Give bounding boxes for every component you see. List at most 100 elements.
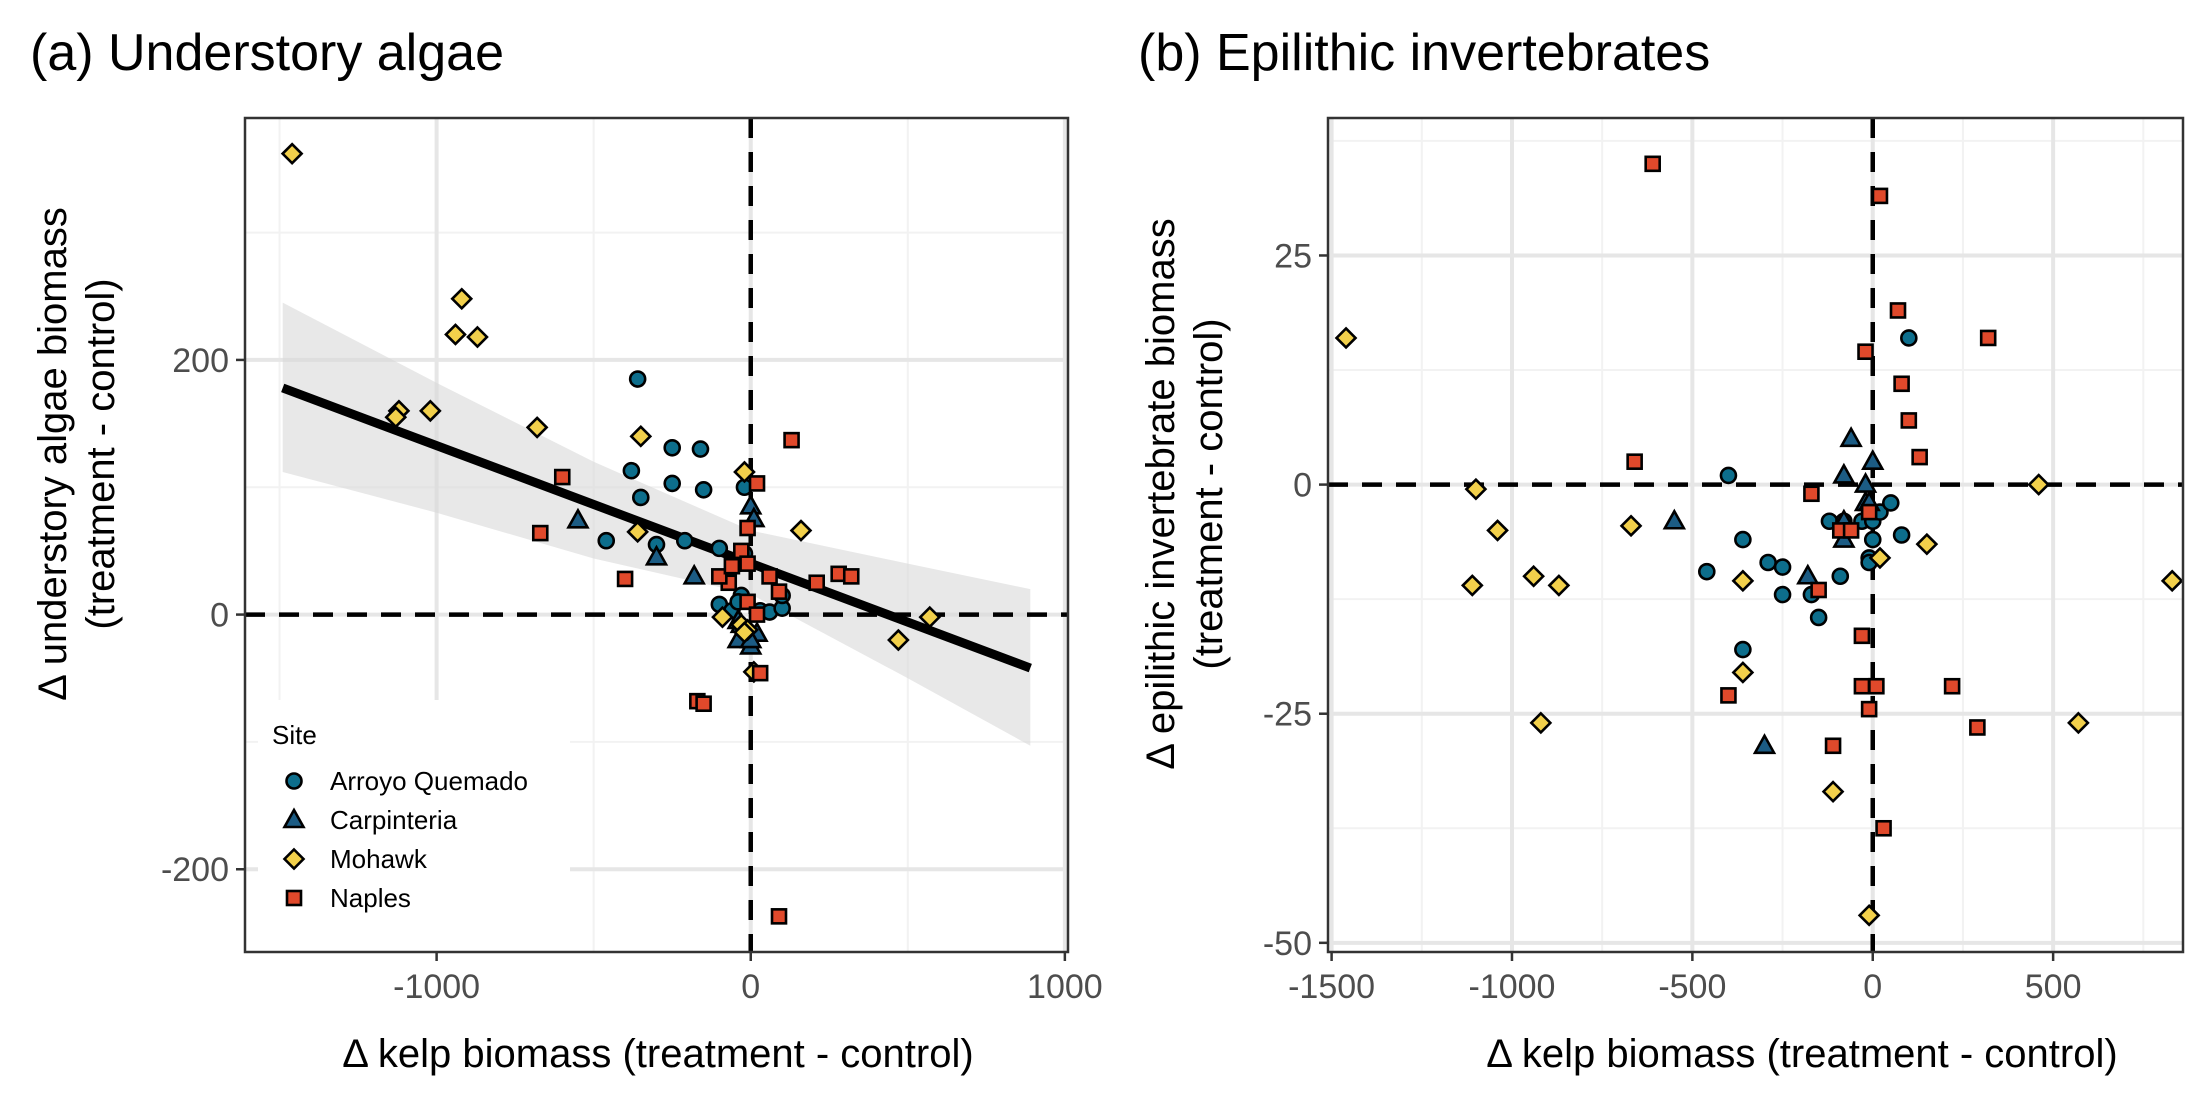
legend-key-arroyo-quemado	[285, 772, 303, 790]
panel-a-x-axis-label: Δ kelp biomass (treatment - control)	[342, 1032, 973, 1076]
panel-b-point-naples	[1644, 155, 1661, 173]
panel-b-point-naples	[1893, 375, 1910, 393]
legend-keys	[282, 772, 306, 907]
panel-a-title: (a) Understory algae	[30, 24, 504, 82]
panel-b-point-naples	[1860, 503, 1878, 521]
panel-b-point-arroyo-quemado	[1863, 530, 1882, 549]
panel-a-x-tick-label: -1000	[393, 968, 480, 1006]
panel-a-point-arroyo-quemado	[622, 461, 641, 480]
panel-a-point-arroyo-quemado	[675, 531, 694, 550]
panel-b-point-arroyo-quemado	[1881, 494, 1900, 512]
panel-b-point-naples	[1871, 187, 1889, 205]
panel-b-point-carpinteria	[1796, 563, 1820, 585]
panel-b-point-naples	[1857, 343, 1874, 361]
panel-b-point-naples	[1842, 522, 1860, 539]
panel-b-point-naples	[1853, 677, 1871, 695]
panel-a-point-arroyo-quemado	[628, 370, 647, 388]
legend-background	[258, 700, 570, 952]
panel-b-y-tick-label: -25	[1263, 696, 1312, 734]
panel-b-point-mohawk	[1522, 564, 1545, 588]
panel-b-point-arroyo-quemado	[1773, 585, 1792, 604]
legend-label-carpinteria: Carpinteria	[330, 805, 458, 835]
panel-a-point-naples	[531, 524, 549, 542]
panel-b-y-tick-label: 25	[1274, 237, 1312, 275]
panel-b-y-tick-label: 0	[1293, 467, 1312, 505]
panel-b-point-carpinteria	[1839, 426, 1863, 448]
panel-b-point-carpinteria	[1662, 508, 1687, 530]
panel-b-point-arroyo-quemado	[1734, 530, 1752, 549]
legend: Site Arroyo Quemado Carpinteria Mohawk N…	[272, 720, 528, 913]
panel-b-point-naples	[1860, 700, 1878, 718]
panel-a-x-tick-label: 1000	[1027, 968, 1103, 1006]
panel-b-point-naples	[1868, 677, 1885, 695]
panel-b-point-naples	[1875, 819, 1892, 837]
panel-b-point-arroyo-quemado	[1900, 329, 1918, 347]
panel-b-point-naples	[1943, 677, 1961, 695]
panel-a-point-naples	[695, 695, 712, 713]
panel-a-y-axis-label-line2: (treatment - control)	[79, 278, 123, 629]
panel-b-x-tick-label: -1500	[1288, 968, 1375, 1006]
panel-a-point-naples	[739, 519, 756, 537]
panel-b-plot-area: -1500 -1000 -500 0 500 -50 -25 0 25	[1263, 116, 2185, 1006]
panel-b-point-mohawk	[1464, 477, 1488, 501]
panel-b-point-mohawk	[1915, 532, 1939, 556]
panel-b-point-arroyo-quemado	[1697, 562, 1716, 581]
panel-a-regression-line	[281, 383, 1032, 673]
panel-a-point-arroyo-quemado	[691, 440, 710, 458]
panel-a-point-mohawk	[733, 621, 756, 644]
panel-b-point-mohawk	[1547, 574, 1571, 597]
legend-label-arroyo-quemado: Arroyo Quemado	[330, 766, 528, 796]
panel-b-point-mohawk	[1857, 904, 1881, 927]
panel-b-point-mohawk	[1731, 661, 1755, 684]
panel-b-point-naples	[1626, 453, 1643, 470]
panel-b-epilithic-invertebrates: (b) Epilithic invertebrates -1500 -1000 -5…	[1138, 24, 2185, 1076]
panel-a-point-naples	[770, 908, 788, 925]
panel-a-point-naples	[616, 570, 634, 588]
panel-a-point-naples	[739, 555, 756, 572]
legend-label-naples: Naples	[330, 883, 411, 913]
panel-b-point-mohawk	[2160, 569, 2184, 593]
legend-key-mohawk	[282, 847, 306, 871]
panel-b-y-tick-label: -50	[1263, 925, 1312, 963]
panel-a-point-carpinteria	[644, 544, 669, 566]
panel-a-point-naples	[842, 568, 860, 585]
panel-b-x-tick-label: 0	[1863, 968, 1882, 1006]
panel-a-point-arroyo-quemado	[663, 438, 682, 457]
panel-a-point-mohawk	[918, 605, 942, 629]
panel-b-point-mohawk	[1486, 519, 1509, 542]
panel-b-point-arroyo-quemado	[1719, 466, 1738, 485]
panel-b-point-naples	[1969, 719, 1986, 736]
panel-a-point-naples	[761, 568, 778, 585]
panel-a-y-tick-label: -200	[161, 851, 229, 889]
panel-b-point-naples	[1824, 737, 1842, 755]
legend-title: Site	[272, 720, 317, 750]
panel-b-point-naples	[1911, 448, 1928, 466]
legend-key-carpinteria	[282, 807, 306, 829]
panel-b-point-naples	[1810, 581, 1827, 599]
panel-a-y-axis-label-line1: Δ understory algae biomass	[31, 207, 75, 701]
panel-a-x-tick-label: 0	[741, 968, 760, 1006]
panel-a-point-carpinteria	[682, 563, 706, 585]
panel-b-point-naples	[1853, 627, 1871, 645]
panel-b-point-carpinteria	[1861, 449, 1885, 470]
panel-a-point-arroyo-quemado	[597, 531, 616, 550]
panel-b-point-carpinteria	[1752, 733, 1777, 755]
panel-b-title: (b) Epilithic invertebrates	[1138, 24, 1710, 82]
panel-b-point-mohawk	[2067, 711, 2090, 735]
panel-a-point-arroyo-quemado	[663, 474, 682, 493]
panel-b-point-arroyo-quemado	[1773, 558, 1792, 576]
panel-a-y-tick-label: 200	[172, 342, 229, 380]
panel-b-point-mohawk	[1821, 780, 1845, 803]
panel-a-point-mohawk	[280, 142, 304, 165]
legend-label-mohawk: Mohawk	[330, 844, 428, 874]
panel-a-point-mohawk	[711, 605, 734, 629]
panel-b-point-mohawk	[1460, 574, 1484, 597]
panel-b-y-axis-label-line2: (treatment - control)	[1187, 318, 1231, 669]
panel-a-point-mohawk	[444, 323, 467, 346]
panel-b-point-mohawk	[1334, 326, 1358, 350]
panel-a-plot-area: -1000 0 1000 -200 0 200	[161, 116, 1103, 1006]
panel-a-point-mohawk	[384, 405, 408, 429]
legend-key-naples	[285, 889, 303, 907]
panel-b-point-carpinteria	[1832, 462, 1856, 484]
panel-b-point-arroyo-quemado	[1892, 526, 1911, 544]
